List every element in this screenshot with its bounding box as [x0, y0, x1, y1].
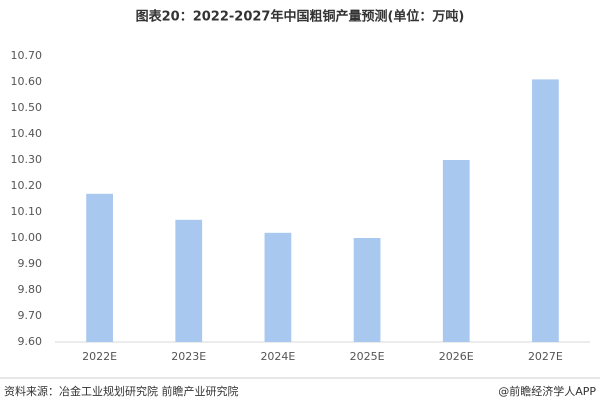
y-tick-label: 9.80: [18, 283, 43, 296]
bar: [442, 160, 470, 342]
credit: @前瞻经济学人APP: [498, 384, 596, 398]
bar: [532, 79, 559, 343]
y-tick-label: 10.20: [11, 179, 43, 192]
x-tick-label: 2026E: [439, 350, 474, 363]
x-tick-label: 2025E: [350, 350, 385, 363]
y-tick-label: 10.10: [11, 205, 43, 218]
bar: [264, 232, 292, 342]
chart-title: 图表20：2022-2027年中国粗铜产量预测(单位：万吨): [136, 9, 465, 25]
bar: [353, 238, 381, 342]
y-tick-label: 10.40: [11, 127, 43, 140]
y-tick-label: 10.50: [11, 101, 43, 114]
x-tick-label: 2022E: [82, 350, 117, 363]
y-tick-label: 9.60: [18, 335, 43, 348]
y-tick-label: 10.30: [11, 153, 43, 166]
source: 资料来源：冶金工业规划研究院 前瞻产业研究院: [4, 384, 239, 398]
y-tick-label: 9.70: [18, 309, 43, 322]
bar: [86, 193, 113, 342]
y-tick-label: 9.90: [18, 257, 43, 270]
x-tick-label: 2027E: [528, 350, 563, 363]
x-tick-label: 2024E: [260, 350, 295, 363]
x-tick-label: 2023E: [171, 350, 206, 363]
bar: [175, 219, 203, 342]
y-tick-label: 10.00: [11, 231, 43, 244]
y-tick-label: 10.70: [11, 49, 43, 62]
y-tick-label: 10.60: [11, 75, 43, 88]
